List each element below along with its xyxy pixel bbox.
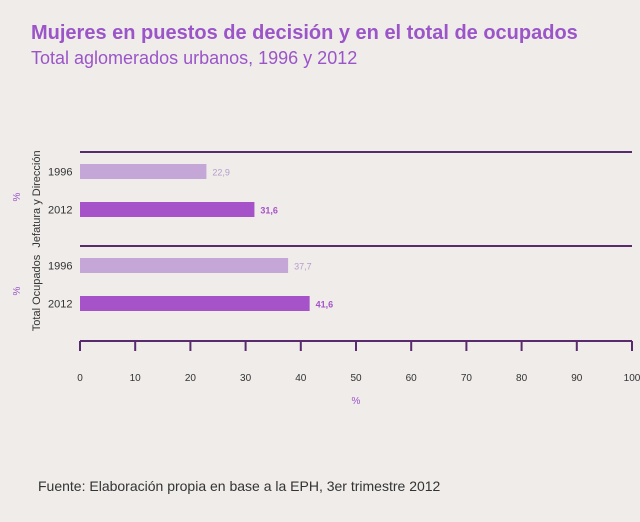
chart-subtitle: Total aglomerados urbanos, 1996 y 2012 (31, 48, 358, 68)
x-tick-label: 70 (461, 373, 473, 384)
chart-title: Mujeres en puestos de decisión y en el t… (31, 22, 578, 44)
bar-value-label: 22,9 (212, 168, 230, 178)
bar-year-label: 1996 (48, 167, 72, 179)
group-unit: % (12, 286, 23, 295)
x-tick-label: 20 (185, 373, 197, 384)
group-unit: % (12, 192, 23, 201)
source-note: Fuente: Elaboración propia en base a la … (38, 478, 441, 494)
bar-2012 (80, 202, 255, 217)
x-axis-title: % (352, 396, 361, 407)
bar-year-label: 1996 (48, 261, 72, 273)
group-label: Total Ocupados (31, 254, 43, 331)
x-tick-label: 50 (350, 373, 362, 384)
bar-2012 (80, 296, 310, 311)
bar-1996 (80, 164, 207, 179)
x-tick-label: 10 (130, 373, 142, 384)
bar-year-label: 2012 (48, 205, 72, 217)
x-tick-label: 90 (571, 373, 583, 384)
x-tick-label: 40 (295, 373, 307, 384)
x-tick-label: 0 (77, 373, 83, 384)
bar-value-label: 31,6 (260, 206, 278, 216)
x-tick-label: 30 (240, 373, 252, 384)
bar-1996 (80, 258, 289, 273)
group-label: Jefatura y Dirección (31, 150, 43, 247)
bar-value-label: 41,6 (316, 300, 334, 310)
x-tick-label: 60 (406, 373, 418, 384)
bar-chart: Jefatura y Dirección% 1996 22,9 2012 31,6 Tot… (12, 150, 640, 407)
x-tick-label: 100 (624, 373, 640, 384)
bar-value-label: 37,7 (294, 262, 312, 272)
x-tick-label: 80 (516, 373, 528, 384)
bar-year-label: 2012 (48, 299, 72, 311)
